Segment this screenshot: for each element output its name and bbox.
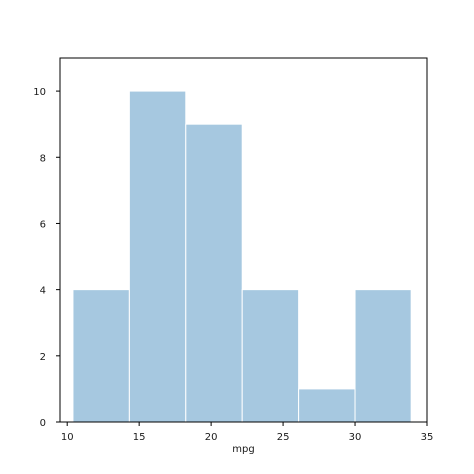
- y-tick-label: 4: [40, 286, 46, 297]
- y-tick-label: 6: [40, 219, 46, 230]
- y-tick-label: 10: [33, 87, 46, 98]
- histogram-bar: [185, 123, 243, 423]
- y-tick-label: 0: [40, 418, 46, 429]
- x-axis-label: mpg: [232, 444, 254, 455]
- x-tick-label: 25: [277, 432, 290, 443]
- x-ticks: 10 15 20 25 30 35: [61, 422, 434, 443]
- histogram-bar: [241, 289, 300, 423]
- plot-frame: [59, 57, 428, 423]
- y-tick-label: 2: [40, 352, 46, 363]
- x-tick-label: 15: [133, 432, 146, 443]
- x-tick-label: 10: [61, 432, 74, 443]
- histogram-bar: [128, 90, 187, 423]
- y-tick-label: 8: [40, 153, 46, 164]
- x-tick-label: 30: [349, 432, 362, 443]
- histogram-bar: [298, 388, 356, 423]
- histogram-bar: [72, 289, 130, 423]
- x-tick-label: 35: [421, 432, 434, 443]
- bars-layer: [72, 90, 412, 423]
- y-ticks: 0 2 4 6 8 10: [33, 87, 60, 429]
- histogram-bar: [354, 289, 412, 423]
- x-tick-label: 20: [205, 432, 218, 443]
